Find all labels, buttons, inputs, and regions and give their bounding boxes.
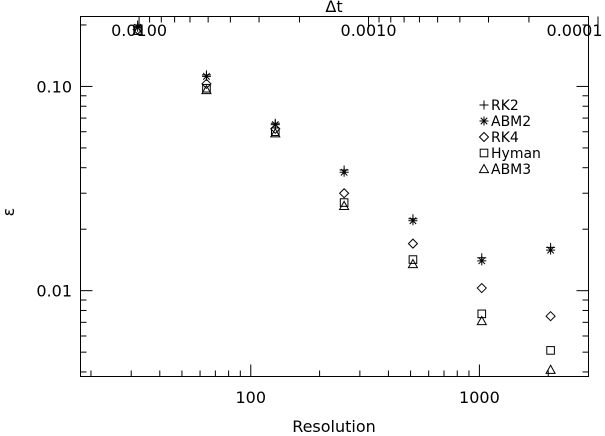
legend-label-abm2: ABM2	[491, 114, 531, 130]
data-point	[477, 256, 487, 266]
data-point	[477, 309, 487, 319]
data-point	[338, 200, 350, 211]
series-abm3	[132, 25, 556, 374]
data-point	[270, 123, 281, 135]
legend-label-rk2: RK2	[491, 98, 519, 114]
data-point	[201, 78, 212, 90]
legend-label-abm3: ABM3	[491, 162, 531, 178]
data-point	[546, 245, 556, 255]
x2-axis-title: Δt	[325, 0, 342, 16]
series-hyman	[133, 26, 555, 355]
data-point	[408, 216, 418, 226]
data-point	[545, 364, 556, 374]
data-point	[339, 198, 349, 207]
data-point	[202, 83, 211, 93]
legend-marker-rk2	[479, 100, 489, 110]
data-point	[546, 346, 555, 355]
x2-tick-label: 0.0001	[547, 21, 603, 40]
data-point	[338, 188, 350, 199]
data-point	[132, 25, 143, 36]
data-point	[407, 238, 419, 249]
tick-labels: 100 1000 0.0100 0.0010 0.0001 0.01 0.10	[36, 21, 602, 407]
x2-tick-label: 0.0010	[341, 21, 397, 40]
x-axis-title: Resolution	[292, 417, 376, 436]
x-tick-label: 1000	[459, 388, 500, 407]
data-point	[476, 315, 488, 326]
legend-marker-abm3	[478, 163, 490, 174]
data-markers	[132, 20, 556, 374]
plot-frame	[80, 16, 589, 377]
data-point	[408, 255, 418, 264]
legend-label-rk4: RK4	[491, 130, 519, 146]
data-point	[407, 258, 419, 269]
data-point	[269, 127, 281, 138]
x2-tick-label: 0.0100	[111, 21, 167, 40]
y-tick-label: 0.10	[36, 77, 72, 96]
data-point	[545, 310, 556, 322]
legend-label-hyman: Hyman	[491, 146, 541, 162]
series-rk4	[132, 24, 556, 322]
x-tick-label: 100	[235, 388, 266, 407]
y-axis-title: ε	[0, 208, 18, 217]
legend-marker-rk4	[478, 131, 490, 143]
legend-marker-hyman	[479, 148, 489, 158]
data-point	[339, 167, 349, 177]
y-tick-label: 0.01	[36, 282, 72, 301]
data-point	[476, 282, 487, 294]
data-point	[201, 71, 211, 81]
ticks	[80, 16, 599, 377]
legend-marker-abm2	[479, 116, 489, 126]
data-point	[201, 84, 212, 95]
